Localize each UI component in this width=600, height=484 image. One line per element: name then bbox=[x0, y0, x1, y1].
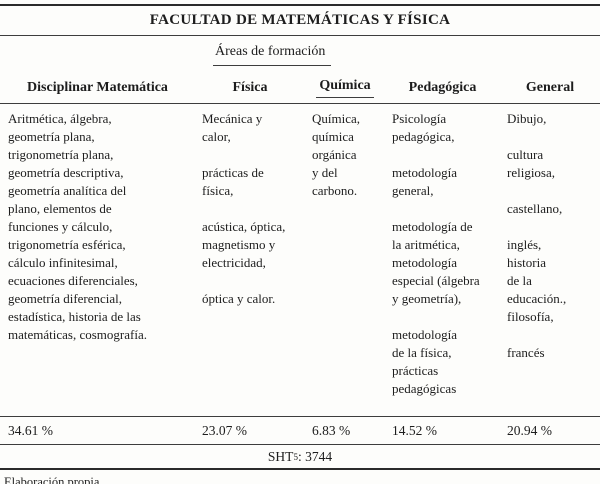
column-header-row: Disciplinar Matemática Física Química Pe… bbox=[0, 72, 600, 103]
sht-total-row: SHT 5: 3744 bbox=[267, 448, 333, 464]
source-caption: Elaboración propia bbox=[4, 475, 100, 484]
sht-label: SHT bbox=[267, 448, 294, 464]
header-fisica: Física bbox=[195, 78, 305, 98]
header-pedagogica-label: Pedagógica bbox=[408, 79, 477, 95]
header-quimica: Química bbox=[305, 76, 385, 100]
header-quimica-label: Química bbox=[316, 78, 374, 98]
percent-disciplinar-matematica: 34.61 % bbox=[8, 422, 53, 438]
percent-divider-rule bbox=[0, 444, 600, 445]
subject-list-row: Aritmética, álgebra, geometría plana, tr… bbox=[0, 104, 600, 416]
body-cell-pedagogica: Psicología pedagógica, metodología gener… bbox=[392, 111, 480, 396]
percentage-row: 34.61 % 23.07 % 6.83 % 14.52 % 20.94 % bbox=[0, 417, 600, 444]
title-divider-rule bbox=[0, 35, 600, 36]
title-row: FACULTAD DE MATEMÁTICAS Y FÍSICA bbox=[0, 6, 600, 35]
percent-general: 20.94 % bbox=[507, 422, 552, 438]
percent-quimica: 6.83 % bbox=[312, 422, 351, 438]
header-fisica-label: Física bbox=[232, 79, 268, 95]
top-border-rule bbox=[0, 4, 600, 6]
header-divider-rule bbox=[0, 103, 600, 104]
areas-de-formacion-label: Áreas de formación bbox=[213, 42, 332, 66]
percent-pedagogica: 14.52 % bbox=[392, 422, 437, 438]
header-disciplinar-matematica-label: Disciplinar Matemática bbox=[27, 79, 168, 95]
body-cell-quimica: Química, química orgánica y del carbono. bbox=[312, 111, 361, 198]
areas-header-row: Áreas de formación bbox=[0, 36, 600, 72]
percent-fisica: 23.07 % bbox=[202, 422, 247, 438]
header-general: General bbox=[500, 78, 600, 98]
header-disciplinar-matematica: Disciplinar Matemática bbox=[0, 78, 195, 98]
table-title: FACULTAD DE MATEMÁTICAS Y FÍSICA bbox=[149, 12, 451, 28]
header-general-label: General bbox=[525, 79, 575, 95]
body-cell-disciplinar-matematica: Aritmética, álgebra, geometría plana, tr… bbox=[8, 111, 147, 342]
sht-value: : 3744 bbox=[297, 448, 333, 464]
body-cell-general: Dibujo, cultura religiosa, castellano, i… bbox=[507, 111, 567, 360]
body-divider-rule bbox=[0, 416, 600, 417]
body-cell-fisica: Mecánica y calor, prácticas de física, a… bbox=[202, 111, 286, 306]
header-pedagogica: Pedagógica bbox=[385, 78, 500, 98]
bottom-border-rule bbox=[0, 468, 600, 470]
